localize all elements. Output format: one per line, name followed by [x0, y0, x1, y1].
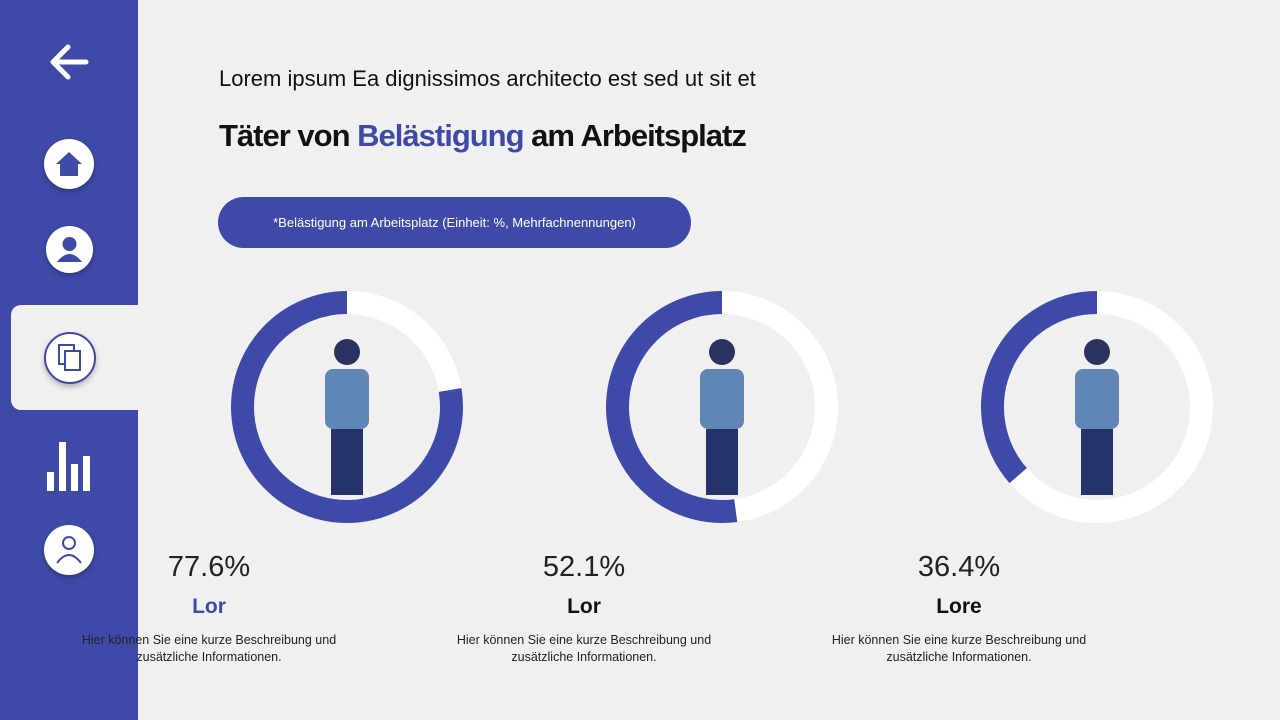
- donuts: [231, 291, 1213, 523]
- health-icon[interactable]: [44, 525, 94, 575]
- figure-part: [334, 339, 360, 365]
- figure-part: [325, 369, 369, 429]
- figure-part: [1081, 429, 1113, 495]
- sidebar: [0, 0, 138, 720]
- title: Täter von Belästigung am Arbeitsplatz: [219, 118, 747, 154]
- figure-part: [709, 339, 735, 365]
- figure-part: [331, 429, 363, 495]
- donut-arc: [981, 291, 1098, 484]
- note-pill: *Belästigung am Arbeitsplatz (Einheit: %…: [218, 197, 691, 248]
- user-icon[interactable]: [46, 226, 93, 273]
- item-description: Hier können Sie eine kurze Beschreibung …: [456, 633, 712, 664]
- figure-part: [700, 369, 744, 429]
- back-arrow[interactable]: [0, 0, 138, 120]
- percentage: 77.6%: [167, 551, 251, 583]
- item-label: Lore: [936, 595, 982, 618]
- item-label: Lor: [567, 595, 601, 618]
- title-part: am Arbeitsplatz: [523, 118, 747, 153]
- item-description: Hier können Sie eine kurze Beschreibung …: [831, 633, 1087, 664]
- title-highlight: Belästigung: [357, 118, 524, 153]
- home-icon[interactable]: [44, 139, 94, 189]
- docs-icon[interactable]: [44, 332, 96, 384]
- person-illustration: [1075, 339, 1119, 495]
- figure-part: [1084, 339, 1110, 365]
- stats-icon[interactable]: [40, 436, 100, 496]
- donut-arc: [606, 291, 738, 523]
- figure-part: [706, 429, 738, 495]
- donut-arc: [231, 291, 463, 523]
- subtitle: Lorem ipsum Ea dignissimos architecto es…: [219, 66, 756, 91]
- percentage: 52.1%: [542, 551, 626, 583]
- title-part: Täter von: [219, 118, 358, 153]
- figure-part: [1075, 369, 1119, 429]
- person-illustration: [700, 339, 744, 495]
- person-illustration: [325, 339, 369, 495]
- percentage: 36.4%: [917, 551, 1001, 583]
- item-label: Lor: [192, 595, 226, 618]
- item-description: Hier können Sie eine kurze Beschreibung …: [81, 633, 337, 664]
